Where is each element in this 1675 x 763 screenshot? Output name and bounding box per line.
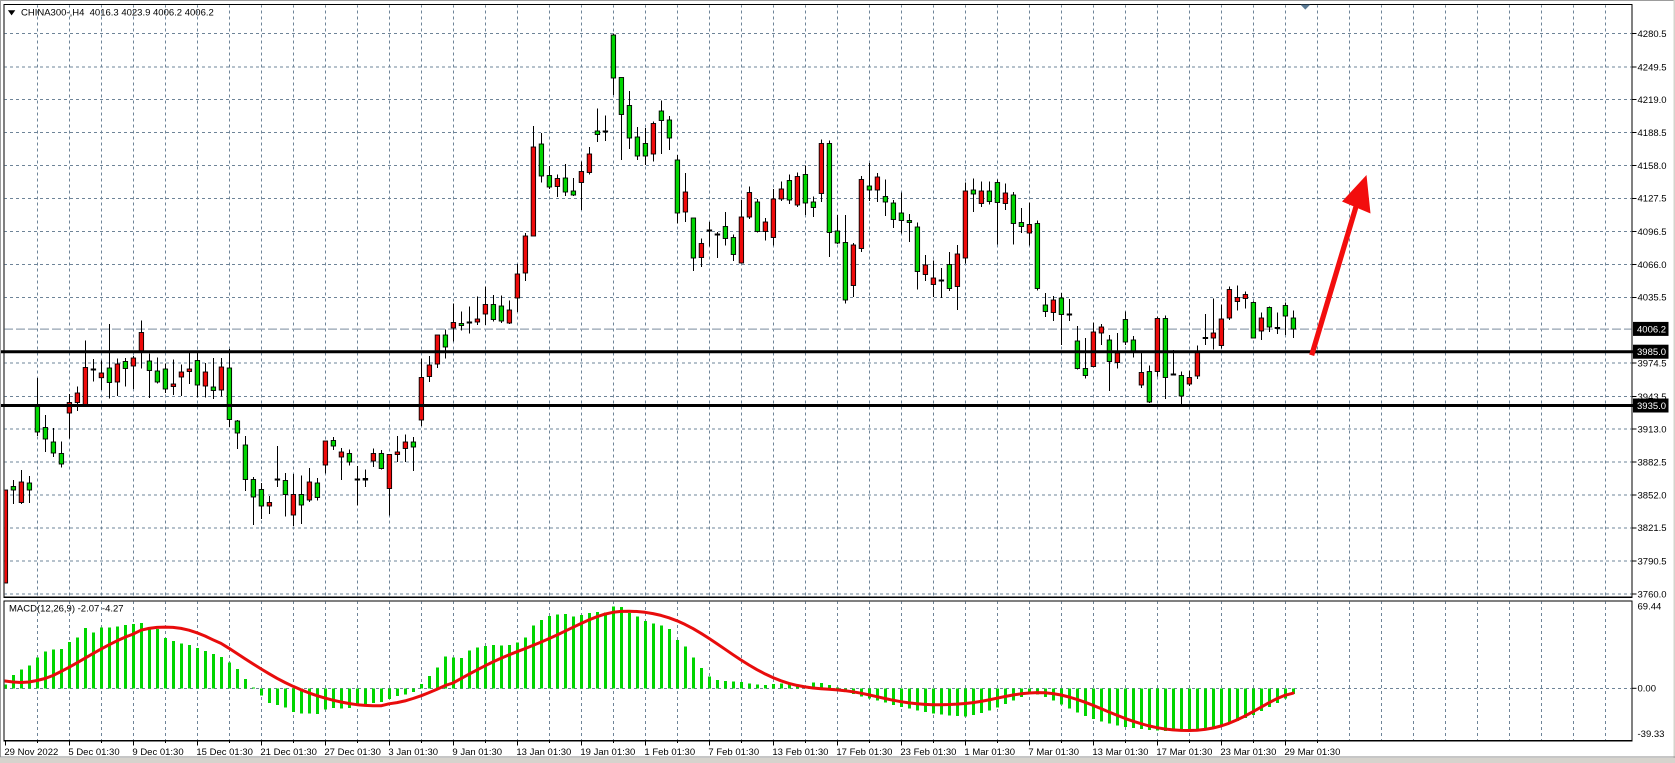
svg-text:9 Dec 01:30: 9 Dec 01:30 <box>132 747 183 758</box>
svg-text:13 Feb 01:30: 13 Feb 01:30 <box>772 747 828 758</box>
svg-text:4188.5: 4188.5 <box>1638 128 1667 139</box>
svg-text:4127.5: 4127.5 <box>1638 194 1667 205</box>
svg-text:3821.5: 3821.5 <box>1638 523 1667 534</box>
svg-text:4096.5: 4096.5 <box>1638 227 1667 238</box>
svg-text:-39.33: -39.33 <box>1638 729 1665 740</box>
svg-text:3913.0: 3913.0 <box>1638 425 1667 436</box>
svg-text:69.44: 69.44 <box>1638 601 1662 612</box>
svg-text:3974.5: 3974.5 <box>1638 358 1667 369</box>
svg-text:4158.0: 4158.0 <box>1638 161 1667 172</box>
svg-text:23 Mar 01:30: 23 Mar 01:30 <box>1220 747 1276 758</box>
svg-text:15 Dec 01:30: 15 Dec 01:30 <box>196 747 253 758</box>
svg-text:CHINA300-,H4 4016.3 4023.9 40: CHINA300-,H4 4016.3 4023.9 4006.2 4006.2 <box>21 7 214 18</box>
svg-text:3760.0: 3760.0 <box>1638 589 1667 600</box>
svg-text:9 Jan 01:30: 9 Jan 01:30 <box>452 747 502 758</box>
svg-text:4006.2: 4006.2 <box>1637 324 1666 335</box>
svg-text:3 Jan 01:30: 3 Jan 01:30 <box>388 747 438 758</box>
svg-text:3790.5: 3790.5 <box>1638 557 1667 568</box>
svg-text:29 Mar 01:30: 29 Mar 01:30 <box>1284 747 1340 758</box>
svg-text:21 Dec 01:30: 21 Dec 01:30 <box>260 747 317 758</box>
svg-text:7 Mar 01:30: 7 Mar 01:30 <box>1028 747 1079 758</box>
svg-text:1 Feb 01:30: 1 Feb 01:30 <box>644 747 695 758</box>
svg-text:29 Nov 2022: 29 Nov 2022 <box>4 747 58 758</box>
svg-text:4035.5: 4035.5 <box>1638 293 1667 304</box>
svg-text:3852.0: 3852.0 <box>1638 490 1667 501</box>
svg-text:3985.0: 3985.0 <box>1637 347 1666 358</box>
svg-text:4280.5: 4280.5 <box>1638 29 1667 40</box>
svg-text:0.00: 0.00 <box>1638 684 1657 695</box>
svg-text:7 Feb 01:30: 7 Feb 01:30 <box>708 747 759 758</box>
svg-text:3882.5: 3882.5 <box>1638 458 1667 469</box>
svg-text:4219.0: 4219.0 <box>1638 95 1667 106</box>
svg-text:13 Mar 01:30: 13 Mar 01:30 <box>1092 747 1148 758</box>
svg-text:17 Feb 01:30: 17 Feb 01:30 <box>836 747 892 758</box>
svg-text:MACD(12,26,9) -2.07 -4.27: MACD(12,26,9) -2.07 -4.27 <box>9 604 124 615</box>
svg-text:13 Jan 01:30: 13 Jan 01:30 <box>516 747 571 758</box>
svg-text:19 Jan 01:30: 19 Jan 01:30 <box>580 747 635 758</box>
svg-text:4066.0: 4066.0 <box>1638 260 1667 271</box>
svg-text:5 Dec 01:30: 5 Dec 01:30 <box>68 747 119 758</box>
svg-text:3935.0: 3935.0 <box>1637 401 1666 412</box>
svg-text:23 Feb 01:30: 23 Feb 01:30 <box>900 747 956 758</box>
svg-text:3943.5: 3943.5 <box>1638 392 1667 403</box>
svg-text:17 Mar 01:30: 17 Mar 01:30 <box>1156 747 1212 758</box>
svg-text:27 Dec 01:30: 27 Dec 01:30 <box>324 747 381 758</box>
svg-text:1 Mar 01:30: 1 Mar 01:30 <box>964 747 1015 758</box>
svg-text:4249.5: 4249.5 <box>1638 62 1667 73</box>
